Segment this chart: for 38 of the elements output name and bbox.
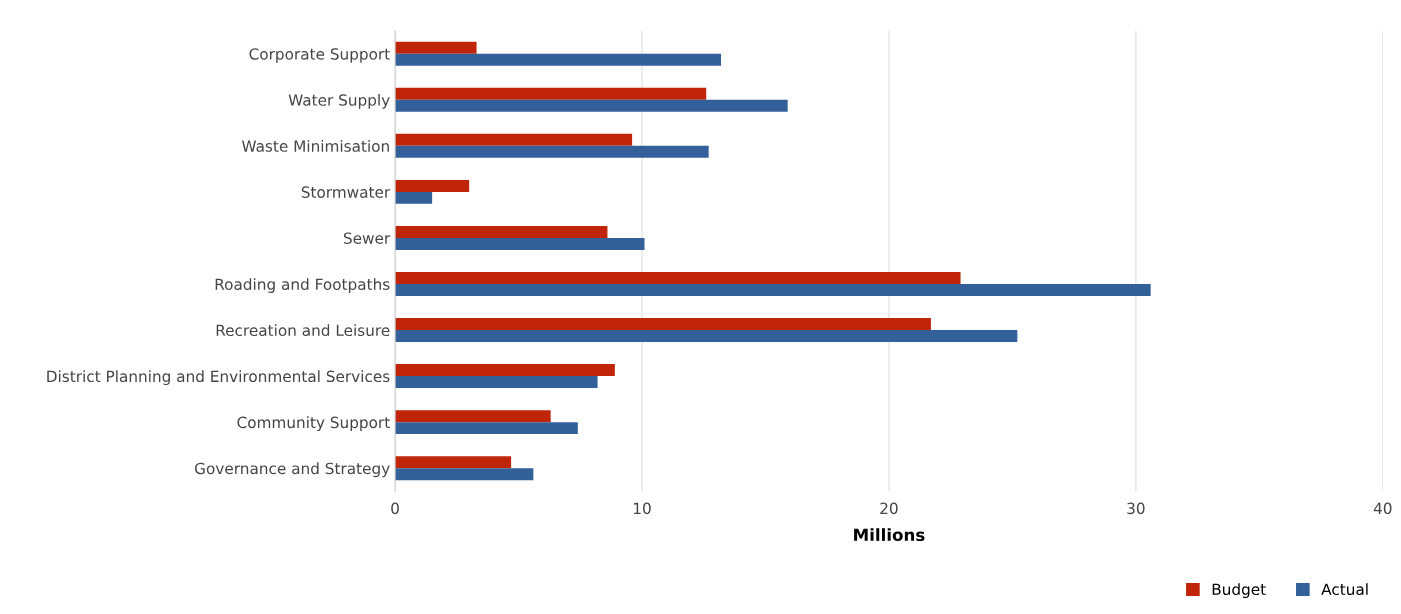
- y-tick-label: Sewer: [343, 232, 391, 244]
- y-tick-label: Waste Minimisation: [241, 140, 389, 152]
- y-tick-label: Corporate Support: [249, 48, 390, 63]
- x-tick-label: 40: [1373, 502, 1392, 515]
- y-tick-label: District Planning and Environmental Services: [47, 370, 390, 386]
- bar: [395, 87, 707, 100]
- y-tick-label: Roading and Footpaths: [215, 278, 390, 293]
- bar: [395, 468, 534, 481]
- legend-label: Budget: [1212, 583, 1266, 599]
- bar: [395, 330, 1018, 342]
- bar: [395, 283, 1151, 296]
- x-tick-label: 30: [1127, 502, 1145, 515]
- bar: [395, 318, 931, 331]
- bar: [395, 456, 512, 469]
- x-tick-label: 10: [633, 502, 651, 515]
- bar: [395, 191, 433, 204]
- bar: [395, 422, 578, 435]
- bar: [395, 410, 551, 423]
- y-tick-label: Recreation and Leisure: [216, 324, 390, 337]
- bar: [395, 225, 608, 238]
- bar: [395, 237, 645, 250]
- bar: [395, 376, 598, 389]
- y-tick-label: Water Supply: [288, 93, 390, 109]
- bar: [395, 179, 470, 192]
- x-axis-title: Millions: [854, 528, 925, 542]
- bar: [395, 41, 477, 54]
- x-tick-label: 0: [391, 502, 399, 515]
- x-tick-label: 20: [880, 502, 898, 515]
- bar: [395, 364, 615, 377]
- bar: [395, 145, 709, 158]
- legend-label: Actual: [1321, 583, 1368, 596]
- bar: [395, 99, 788, 112]
- y-tick-label: Community Support: [237, 416, 390, 432]
- bar: [395, 133, 633, 146]
- y-tick-label: Stormwater: [301, 186, 391, 198]
- bar: [395, 272, 961, 284]
- bar: [395, 53, 722, 66]
- y-tick-label: Governance and Strategy: [194, 462, 390, 478]
